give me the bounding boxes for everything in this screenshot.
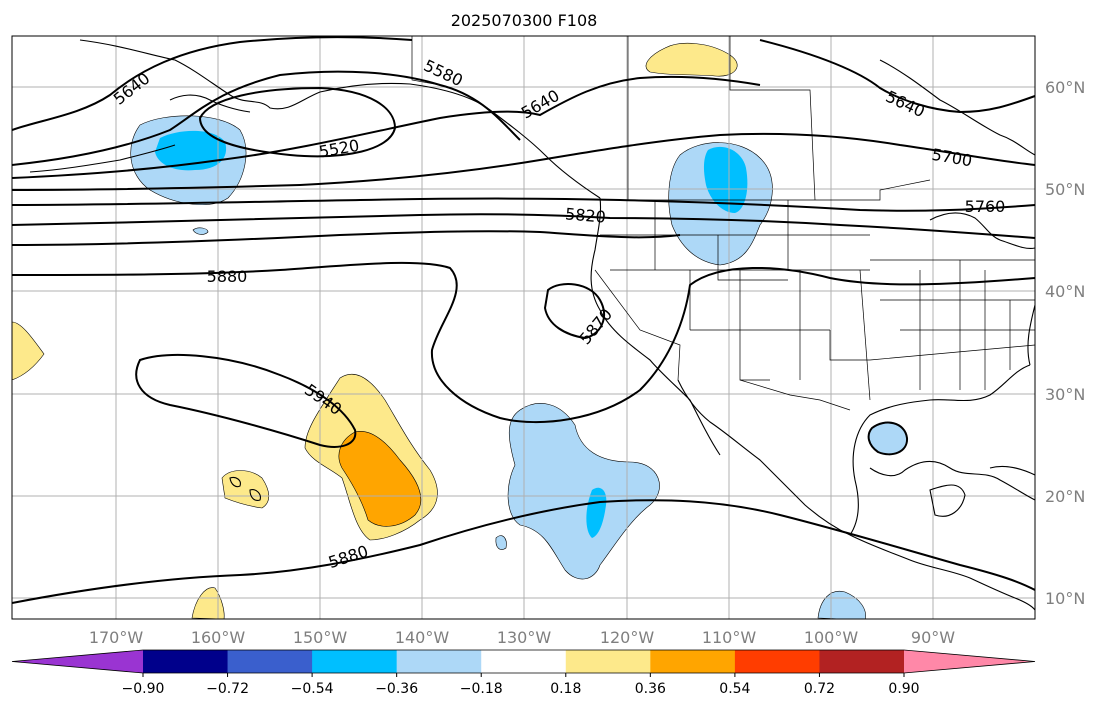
- height-contours: [12, 36, 1035, 604]
- colorbar-tick-label: −0.18: [460, 681, 503, 697]
- positive-field-canada: [645, 43, 738, 77]
- label-5760: 5760: [965, 197, 1006, 216]
- contour-5580: [12, 70, 521, 166]
- colorbar-segment: [650, 650, 736, 673]
- colorbar-extend-max: [904, 650, 1035, 673]
- colorbar-tick-label: 0.72: [804, 681, 835, 697]
- positive-field-south-west: [191, 587, 225, 619]
- colorbar-segment: [565, 650, 651, 673]
- colorbar-tick-label: 0.18: [550, 681, 581, 697]
- colorbar: −0.90 −0.72 −0.54 −0.36 −0.18 0.18 0.36 0.54 0.7…: [11, 649, 1036, 697]
- positive-field-west-edge: [12, 321, 45, 381]
- contour-5760: [12, 197, 1035, 212]
- lat-label: 50°N: [1045, 180, 1085, 199]
- contour-5640-mid: [12, 75, 761, 179]
- label-5640-east: 5640: [883, 87, 928, 121]
- negative-field-tropical-core: [586, 487, 607, 538]
- colorbar-segment: [227, 650, 313, 673]
- lat-label: 10°N: [1045, 589, 1085, 608]
- lon-label: 120°W: [600, 628, 655, 647]
- contour-5940: [135, 354, 357, 448]
- colorbar-tick-label: −0.90: [122, 681, 165, 697]
- contour-5880-main: [12, 261, 1035, 424]
- contour-5700: [12, 132, 1035, 191]
- lat-label: 40°N: [1045, 282, 1085, 301]
- borders: [411, 36, 1035, 411]
- colorbar-segment: [312, 650, 398, 673]
- label-5870: 5870: [575, 305, 616, 348]
- colorbar-tick-label: −0.36: [375, 681, 418, 697]
- lon-label: 110°W: [702, 628, 757, 647]
- colorbar-segment: [143, 650, 229, 673]
- colorbar-segment: [481, 650, 567, 673]
- graticule: [12, 36, 1035, 619]
- lat-label: 20°N: [1045, 487, 1085, 506]
- colorbar-tick-label: −0.54: [291, 681, 334, 697]
- coastlines: [29, 39, 1035, 611]
- label-5520: 5520: [317, 136, 360, 162]
- negative-field-northwest-core: [703, 146, 748, 213]
- label-5880-south: 5880: [326, 541, 371, 572]
- positive-field-hawaii: [221, 470, 270, 509]
- label-5700: 5700: [930, 145, 973, 171]
- lat-label: 30°N: [1045, 385, 1085, 404]
- lon-label: 140°W: [395, 628, 450, 647]
- negative-field-south: [817, 590, 866, 619]
- positive-field-subtropical-core: [338, 430, 422, 527]
- longitude-labels: 170°W 160°W 150°W 140°W 130°W 120°W 110°…: [89, 628, 955, 647]
- chart-title: 2025070300 F108: [451, 11, 598, 30]
- negative-field-aleutian-core: [155, 130, 227, 171]
- latitude-labels: 60°N 50°N 40°N 30°N 20°N 10°N: [1045, 78, 1085, 608]
- negative-field-tropical: [507, 403, 660, 580]
- contour-5870: [543, 283, 605, 340]
- map-frame: [11, 35, 1036, 620]
- label-5880-north: 5880: [207, 267, 248, 286]
- colorbar-segment: [734, 650, 820, 673]
- lon-label: 170°W: [89, 628, 144, 647]
- colorbar-tick-label: 0.90: [888, 681, 919, 697]
- contour-5820: [12, 213, 1035, 239]
- negative-field-mexico-coast: [495, 535, 507, 550]
- lat-label: 60°N: [1045, 78, 1085, 97]
- map-area: 5640 5580 5520 5640 5640 5700 5760 5820 …: [12, 36, 1035, 619]
- lon-label: 90°W: [911, 628, 955, 647]
- colorbar-extend-min: [12, 650, 143, 673]
- label-5640-mid: 5640: [518, 86, 563, 123]
- contour-5880-north: [12, 230, 681, 246]
- colorbar-segment: [396, 650, 482, 673]
- lon-label: 150°W: [293, 628, 348, 647]
- lon-label: 160°W: [191, 628, 246, 647]
- contour-5640-west: [12, 36, 413, 131]
- label-5820: 5820: [564, 204, 606, 226]
- contour-5640-east: [759, 39, 1035, 114]
- colorbar-tick-label: 0.54: [719, 681, 750, 697]
- contour-5880-south: [12, 499, 1035, 604]
- lon-label: 130°W: [497, 628, 552, 647]
- contour-gulf-low: [867, 421, 909, 456]
- negative-field-tiny: [192, 227, 209, 235]
- colorbar-tick-label: −0.72: [206, 681, 249, 697]
- colorbar-tick-label: 0.36: [635, 681, 666, 697]
- colorbar-segment: [819, 650, 905, 673]
- lon-label: 100°W: [804, 628, 859, 647]
